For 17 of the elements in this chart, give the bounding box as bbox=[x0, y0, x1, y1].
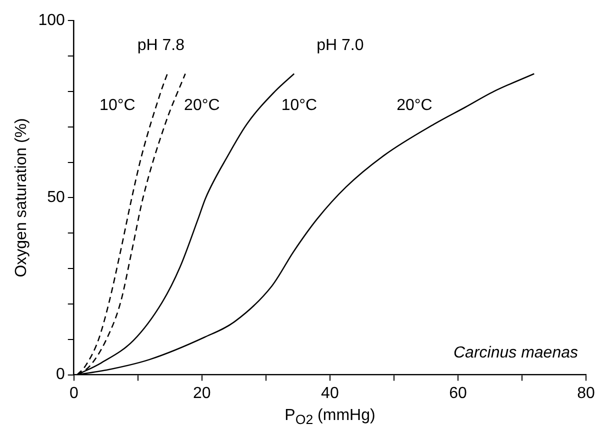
x-tick-label: 0 bbox=[69, 384, 78, 402]
annotation: 20°C bbox=[184, 97, 220, 114]
annotation: pH 7.0 bbox=[316, 36, 364, 54]
x-axis-title: P$_{O2}$ (mmHg) bbox=[284, 406, 376, 430]
x-tick-label: 80 bbox=[577, 384, 595, 402]
x-tick-label: 20 bbox=[193, 384, 211, 402]
y-tick-label: 0 bbox=[56, 366, 65, 384]
x-tick-label: 60 bbox=[449, 384, 467, 402]
annotation: pH 7.8 bbox=[137, 36, 185, 54]
annotation: 20°C bbox=[396, 97, 432, 114]
annotation: Carcinus maenas bbox=[454, 344, 578, 362]
annotation: 10°C bbox=[281, 97, 318, 114]
y-tick-label: 100 bbox=[38, 12, 65, 30]
annotation: 10°C bbox=[100, 97, 136, 114]
y-tick-label: 50 bbox=[47, 189, 65, 206]
x-tick-label: 40 bbox=[321, 384, 339, 402]
y-axis-title: Oxygen saturation (%) bbox=[13, 118, 30, 278]
